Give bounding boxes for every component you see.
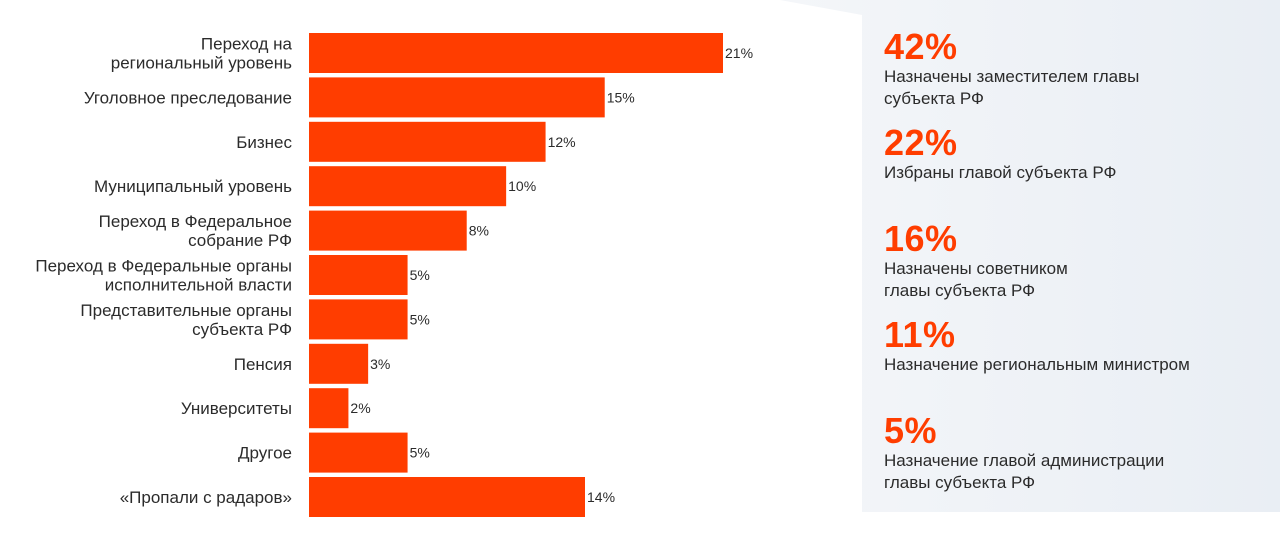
bar-value-label: 15% — [607, 89, 635, 105]
category-label: Пенсия — [234, 355, 292, 374]
bar-value-label: 5% — [410, 267, 430, 283]
stat-description: Назначение главой администрации главы су… — [884, 451, 1165, 492]
stat-percent: 5% — [884, 410, 938, 451]
bar — [309, 33, 723, 73]
category-label: Другое — [238, 444, 292, 463]
category-label: «Пропали с радаров» — [120, 488, 292, 507]
category-label: Муниципальный уровень — [94, 177, 292, 196]
bar-chart: 21% Переход на региональный уровень 15% Угол… — [35, 33, 753, 517]
stats-panel: 42% Назначены заместителем главы субъект… — [884, 28, 1264, 508]
bar — [309, 432, 408, 473]
stat-description: Избраны главой субъекта РФ — [884, 163, 1117, 182]
stat-item: 11% Назначение региональным министром — [884, 316, 1264, 412]
stats-panel-background — [780, 0, 1280, 512]
stat-description: Назначены заместителем главы субъекта РФ — [884, 67, 1140, 108]
category-label: Переход на региональный уровень — [111, 35, 293, 73]
bar — [309, 77, 605, 118]
stat-item: 22% Избраны главой субъекта РФ — [884, 124, 1264, 220]
stat-percent: 22% — [884, 122, 958, 163]
category-label: Переход в Федеральные органы исполнительн… — [35, 257, 292, 295]
bar-value-label: 8% — [469, 223, 489, 239]
bar-value-label: 21% — [725, 45, 753, 61]
bar-value-label: 3% — [370, 356, 390, 372]
bar — [309, 388, 349, 429]
bar-value-label: 14% — [587, 489, 615, 505]
stat-item: 16% Назначены советником главы субъекта … — [884, 220, 1264, 316]
bar — [309, 299, 408, 340]
stat-item: 42% Назначены заместителем главы субъект… — [884, 28, 1264, 124]
bar-value-label: 2% — [350, 400, 370, 416]
category-label: Уголовное преследование — [84, 88, 292, 107]
bar — [309, 477, 585, 517]
stat-item: 5% Назначение главой администрации главы… — [884, 412, 1264, 508]
bar — [309, 255, 408, 295]
stat-percent: 11% — [884, 314, 956, 355]
bar — [309, 210, 467, 251]
stat-percent: 42% — [884, 26, 958, 67]
category-label: Бизнес — [236, 133, 292, 152]
bar-value-label: 10% — [508, 178, 536, 194]
category-label: Переход в Федеральное собрание РФ — [99, 212, 292, 250]
category-label: Университеты — [181, 399, 292, 418]
bar — [309, 121, 546, 162]
bar — [309, 166, 507, 207]
stat-description: Назначение региональным министром — [884, 355, 1190, 374]
bar-value-label: 5% — [410, 445, 430, 461]
stat-description: Назначены советником главы субъекта РФ — [884, 259, 1068, 300]
stat-percent: 16% — [884, 218, 958, 259]
category-label: Представительные органы субъекта РФ — [80, 301, 292, 339]
bar — [309, 343, 369, 384]
bar-value-label: 5% — [410, 311, 430, 327]
bar-value-label: 12% — [548, 134, 576, 150]
